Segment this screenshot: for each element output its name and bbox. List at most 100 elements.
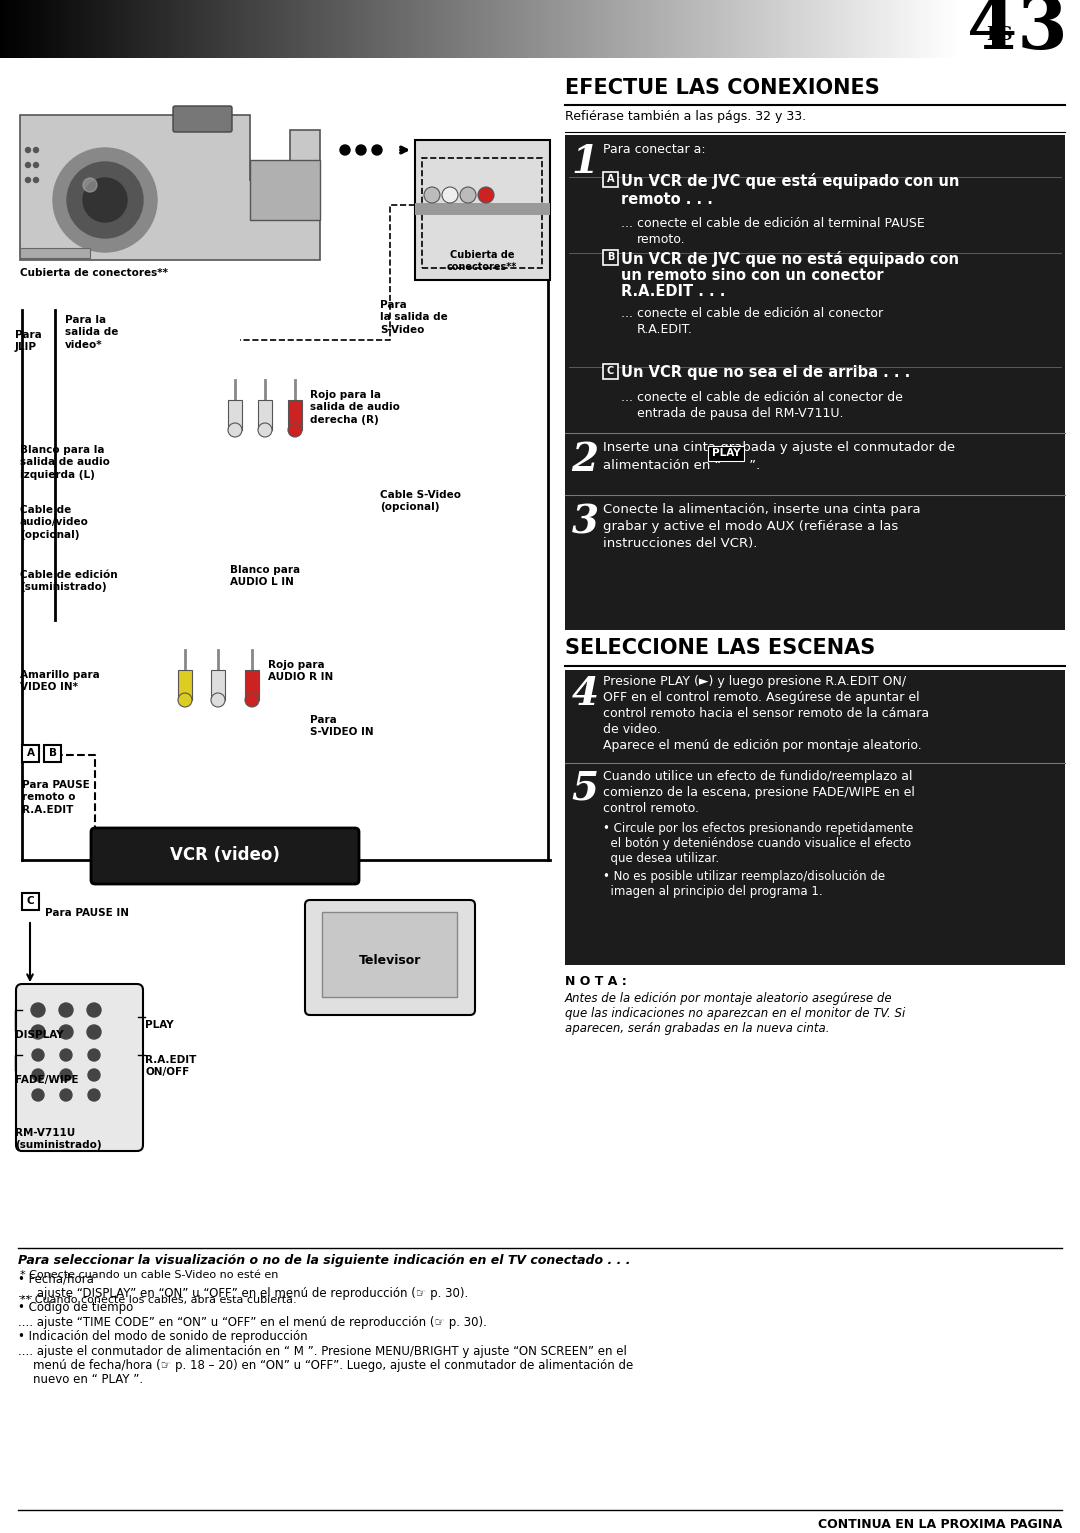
Bar (249, 159, 320, 221)
Bar (903, 0, 907, 58)
Bar (99, 0, 104, 58)
Bar (595, 0, 599, 58)
Bar (554, 0, 558, 58)
Text: nuevo en “ PLAY ”.: nuevo en “ PLAY ”. (18, 1374, 144, 1386)
Bar (685, 0, 689, 58)
Text: 4: 4 (571, 675, 598, 713)
Bar (656, 0, 661, 58)
Bar (518, 0, 523, 58)
Bar (0, 0, 4, 58)
Bar (445, 0, 449, 58)
Bar (585, 0, 591, 58)
Bar (544, 0, 549, 58)
Bar (288, 0, 293, 58)
Bar (735, 0, 741, 58)
Bar (592, 0, 597, 58)
Bar (259, 0, 264, 58)
Bar (153, 0, 159, 58)
Text: Conecte la alimentación, inserte una cinta para: Conecte la alimentación, inserte una cin… (603, 503, 920, 517)
Text: Cable de edición
(suministrado): Cable de edición (suministrado) (21, 570, 118, 592)
Bar (22, 745, 39, 762)
Bar (778, 0, 782, 58)
Bar (608, 0, 612, 58)
Text: Para PAUSE IN: Para PAUSE IN (45, 908, 129, 918)
Circle shape (60, 1049, 72, 1061)
Text: Televisor: Televisor (359, 954, 421, 966)
Bar (388, 0, 392, 58)
Bar (644, 0, 648, 58)
Bar (310, 0, 315, 58)
Text: Para
la salida de
S-Video: Para la salida de S-Video (380, 300, 448, 334)
Bar (245, 670, 259, 701)
Bar (44, 745, 60, 762)
Bar (381, 0, 386, 58)
Bar (48, 0, 53, 58)
Text: CONTINUA EN LA PROXIMA PAGINA: CONTINUA EN LA PROXIMA PAGINA (818, 1518, 1062, 1531)
Circle shape (53, 149, 157, 251)
Bar (669, 0, 674, 58)
Bar (489, 0, 495, 58)
Bar (73, 0, 79, 58)
Bar (233, 0, 239, 58)
Text: ... conecte el cable de edición al conector: ... conecte el cable de edición al conec… (621, 307, 883, 320)
Text: 43: 43 (968, 0, 1068, 64)
Bar (739, 0, 744, 58)
Bar (243, 0, 248, 58)
Bar (333, 0, 337, 58)
Bar (804, 0, 808, 58)
Bar (476, 0, 482, 58)
Bar (458, 0, 462, 58)
Bar (832, 0, 837, 58)
Bar (755, 0, 760, 58)
Bar (60, 0, 66, 58)
Bar (794, 0, 798, 58)
Text: Rojo para la
salida de audio
derecha (R): Rojo para la salida de audio derecha (R) (310, 389, 400, 425)
Bar (701, 0, 705, 58)
FancyBboxPatch shape (16, 984, 143, 1151)
Bar (496, 0, 501, 58)
Circle shape (83, 178, 97, 192)
Bar (70, 0, 76, 58)
Bar (22, 894, 39, 911)
Bar (688, 0, 692, 58)
Bar (336, 0, 340, 58)
Bar (390, 0, 395, 58)
Bar (947, 0, 951, 58)
Bar (426, 0, 430, 58)
Circle shape (245, 693, 259, 707)
Text: B: B (607, 253, 615, 262)
Bar (957, 0, 961, 58)
Text: • Fecha/hora: • Fecha/hora (18, 1272, 94, 1285)
Text: .... ajuste el conmutador de alimentación en “ M ”. Presione MENU/BRIGHT y ajust: .... ajuste el conmutador de alimentació… (18, 1344, 626, 1358)
Bar (39, 0, 43, 58)
Text: entrada de pausa del RM-V711U.: entrada de pausa del RM-V711U. (637, 406, 843, 420)
Circle shape (60, 1088, 72, 1101)
Bar (624, 0, 629, 58)
Text: ... conecte el cable de edición al conector de: ... conecte el cable de edición al conec… (621, 391, 903, 405)
Text: SELECCIONE LAS ESCENAS: SELECCIONE LAS ESCENAS (565, 638, 875, 658)
Bar (253, 0, 257, 58)
Bar (275, 0, 280, 58)
Bar (292, 0, 296, 58)
Bar (502, 0, 508, 58)
Text: Para
JLIP: Para JLIP (15, 330, 42, 353)
Bar (403, 0, 408, 58)
Circle shape (33, 162, 39, 167)
Text: 2: 2 (571, 442, 598, 478)
Bar (378, 0, 382, 58)
Bar (752, 0, 757, 58)
Bar (147, 0, 152, 58)
Circle shape (87, 1049, 100, 1061)
Bar (890, 0, 894, 58)
Bar (877, 0, 881, 58)
Text: B: B (49, 748, 56, 759)
Bar (13, 0, 17, 58)
Bar (134, 0, 139, 58)
Bar (941, 0, 945, 58)
Bar (227, 0, 232, 58)
Bar (413, 0, 418, 58)
Bar (282, 0, 286, 58)
Circle shape (372, 146, 382, 155)
Bar (662, 0, 667, 58)
FancyBboxPatch shape (305, 900, 475, 1015)
